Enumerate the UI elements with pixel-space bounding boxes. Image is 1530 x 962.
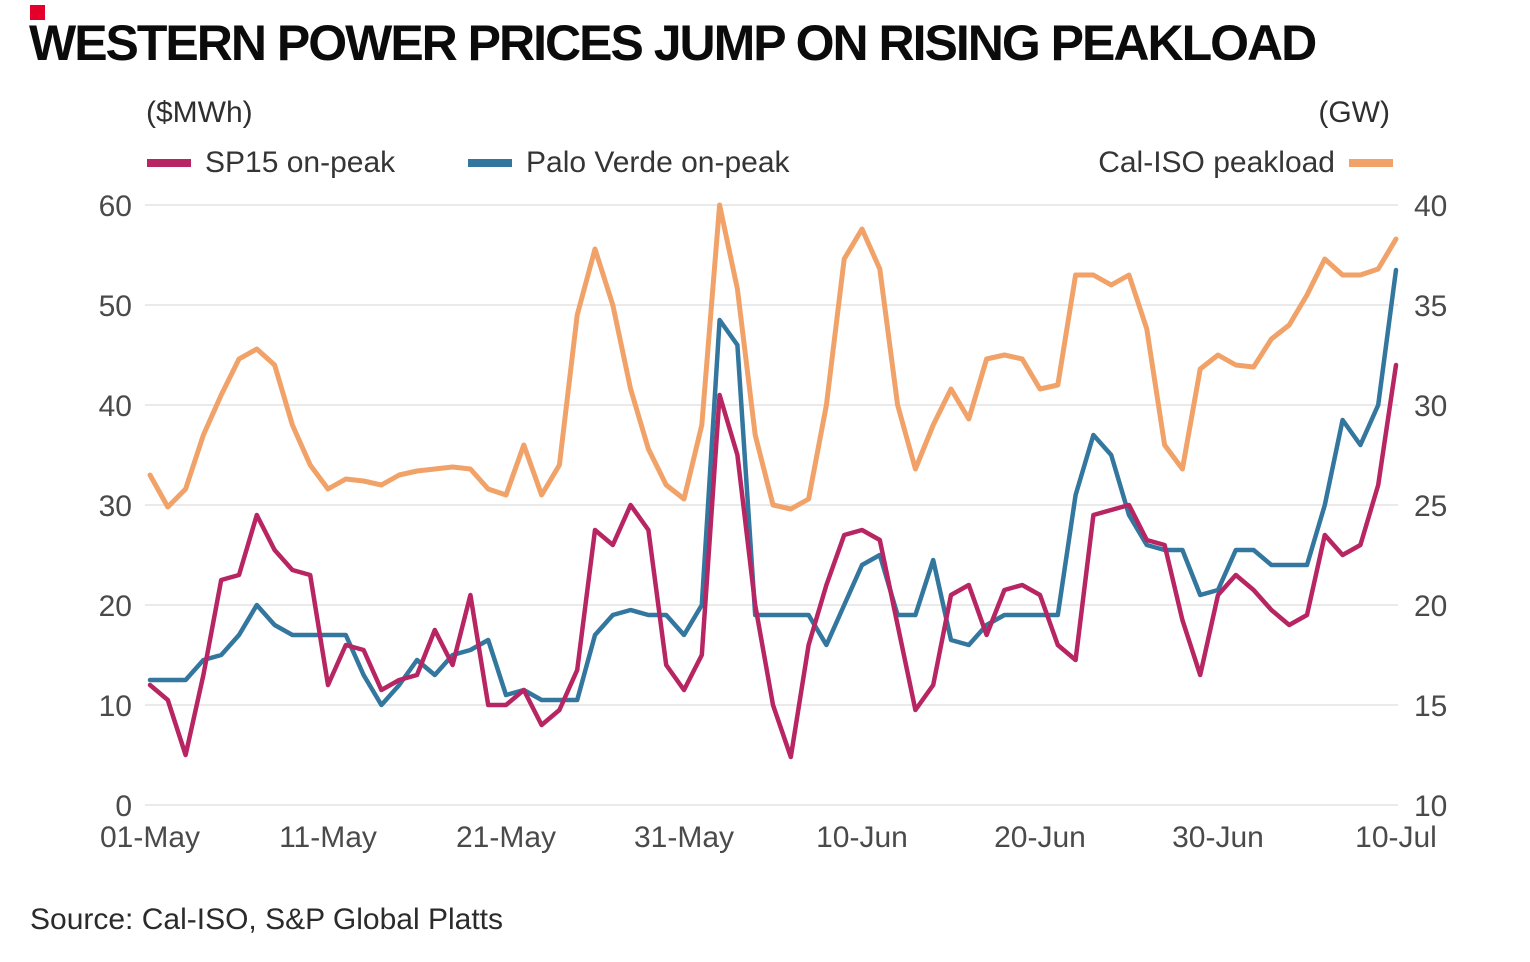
chart-title: WESTERN POWER PRICES JUMP ON RISING PEAK… [29, 15, 1317, 71]
x-axis-tick-label: 11-May [279, 821, 377, 854]
legend-item-cal-iso: Cal-ISO peakload [1098, 146, 1393, 180]
legend-item-palo-verde: Palo Verde on-peak [468, 146, 790, 180]
right-axis-unit-label: (GW) [1318, 96, 1390, 129]
left-axis-unit-label: ($MWh) [146, 96, 253, 129]
right-axis-tick-label: 20 [1414, 590, 1447, 623]
source-attribution: Source: Cal-ISO, S&P Global Platts [30, 903, 503, 936]
left-axis-tick-label: 50 [99, 290, 132, 323]
x-axis-tick-label: 31-May [634, 821, 734, 854]
left-axis-tick-label: 10 [99, 690, 132, 723]
left-axis-tick-label: 0 [115, 790, 132, 823]
x-axis-tick-label: 01-May [100, 821, 200, 854]
series-line-sp15-on-peak [147, 362, 1399, 760]
right-axis-tick-label: 35 [1414, 290, 1447, 323]
brand-red-square [30, 5, 45, 20]
right-axis-tick-label: 10 [1414, 790, 1447, 823]
sp15-legend-swatch [147, 159, 191, 167]
left-axis-tick-label: 20 [99, 590, 132, 623]
right-axis-tick-label: 40 [1414, 190, 1447, 223]
sp15-legend-label: SP15 on-peak [205, 146, 396, 179]
x-axis-tick-label: 10-Jul [1355, 821, 1437, 854]
x-axis-tick-label: 30-Jun [1172, 821, 1264, 854]
x-axis-tick-label: 10-Jun [816, 821, 908, 854]
left-axis-tick-label: 30 [99, 490, 132, 523]
series-line-palo-verde-on-peak [147, 267, 1399, 708]
right-axis-tick-label: 25 [1414, 490, 1447, 523]
cal-iso-legend-swatch [1349, 159, 1393, 167]
cal-iso-legend-label: Cal-ISO peakload [1098, 146, 1335, 179]
right-axis-tick-label: 30 [1414, 390, 1447, 423]
legend-item-sp15: SP15 on-peak [147, 146, 395, 180]
series-line-cal-iso-peakload [147, 202, 1399, 512]
left-axis-tick-label: 60 [99, 190, 132, 223]
palo-verde-legend-swatch [468, 159, 512, 167]
chart-canvas: 0 10 20 30 40 50 60 10 15 20 25 30 35 40 01-May 11-May 2… [99, 190, 1448, 854]
x-axis-tick-label: 21-May [456, 821, 556, 854]
palo-verde-legend-label: Palo Verde on-peak [526, 146, 790, 179]
left-axis-tick-label: 40 [99, 390, 132, 423]
x-axis-tick-label: 20-Jun [994, 821, 1086, 854]
right-axis-tick-label: 15 [1414, 690, 1447, 723]
